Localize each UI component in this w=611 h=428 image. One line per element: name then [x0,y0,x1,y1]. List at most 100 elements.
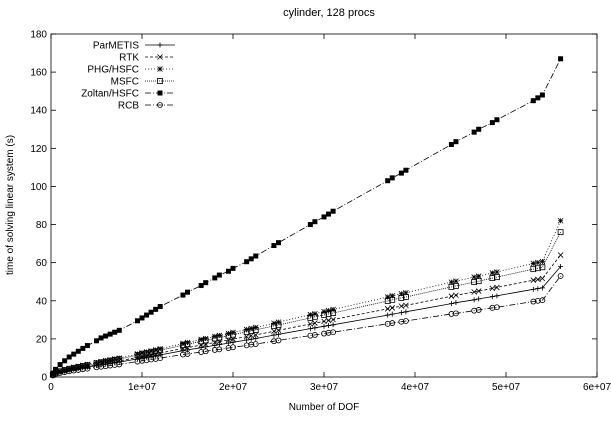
legend-label: Zoltan/HSFC [81,89,139,100]
data-point [535,286,541,292]
data-point [307,332,314,339]
data-point [198,342,204,348]
data-point [230,265,236,271]
data-point [448,301,454,307]
data-point [184,341,191,348]
x-tick-label: 4e+07 [401,382,430,393]
data-point [248,327,255,334]
series-3 [49,229,564,378]
data-point [244,259,250,265]
legend-label: RCB [118,101,139,112]
data-point [157,78,163,84]
data-point [311,331,318,338]
data-point [539,285,545,291]
data-point [494,293,500,299]
data-point [157,42,163,48]
data-point [98,358,104,365]
data-point [385,178,391,184]
data-point [402,318,409,324]
data-point [148,349,155,356]
data-point [93,360,100,367]
data-point [398,310,404,316]
data-point [212,342,218,348]
y-tick-label: 120 [30,144,47,155]
data-point [143,350,150,357]
data-point [112,329,118,335]
data-point [202,335,209,342]
data-point [535,259,541,266]
data-point [157,102,163,108]
data-point [253,253,259,259]
data-point [180,351,186,358]
data-point [453,139,459,145]
data-point [276,240,281,246]
data-point [489,304,496,311]
data-point [94,338,99,344]
data-point [252,341,259,347]
data-point [398,290,405,297]
legend-label: RTK [119,53,139,64]
data-point [116,355,123,361]
data-point [70,367,77,374]
data-point [494,284,500,291]
data-point [403,289,409,296]
data-point [157,66,163,72]
data-point [535,95,541,101]
data-point [325,317,332,324]
series-line [52,275,561,376]
data-point [398,295,405,301]
data-point [84,362,91,369]
data-point [402,294,409,300]
data-point [230,331,236,338]
series-2 [50,217,564,378]
data-point [157,355,164,362]
data-point [448,279,455,285]
x-tick-label: 5e+07 [492,382,521,393]
y-tick-label: 20 [36,334,48,345]
data-point [225,268,231,274]
data-point [489,294,495,300]
data-point [152,347,159,353]
data-point [307,326,313,332]
data-point [330,316,336,323]
data-point [389,296,396,303]
data-point [157,90,163,96]
data-point [403,302,409,309]
series-0 [50,263,564,378]
data-point [248,341,255,348]
x-axis: 0 1e+07 2e+07 3e+07 4e+07 5e+07 6e+07 [48,34,611,393]
data-point [475,288,482,294]
data-point [111,356,118,362]
data-point [80,345,86,351]
data-point [79,366,86,373]
data-point [557,229,564,236]
data-point [148,356,155,363]
data-point [139,351,145,358]
series-1 [50,252,564,378]
series-5 [49,273,564,379]
data-point [148,348,154,354]
series-layer [49,56,564,379]
data-point [84,365,91,372]
data-point [494,269,500,275]
data-point [185,289,190,295]
data-point [180,342,186,349]
y-tick-label: 80 [36,220,48,231]
data-point [66,354,72,360]
x-tick-label: 1e+07 [128,382,157,393]
data-point [230,344,236,351]
data-point [248,336,254,342]
data-point [471,274,477,280]
data-point [325,329,332,336]
data-point [325,311,332,317]
data-point [312,320,318,326]
data-point [471,289,477,295]
data-point [330,310,337,316]
data-point [384,298,391,304]
data-point [225,340,231,346]
x-axis-label: Number of DOF [289,402,360,413]
data-point [71,351,77,357]
data-point [102,358,109,365]
data-point [225,332,232,339]
data-point [448,283,455,290]
